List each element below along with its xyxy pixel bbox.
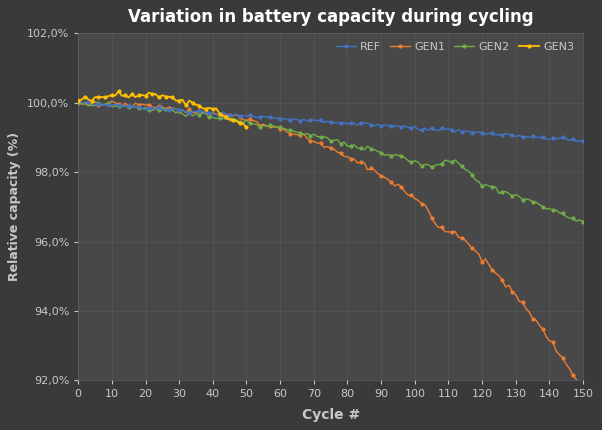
REF	[573, 139, 580, 144]
GEN3	[111, 93, 119, 98]
Y-axis label: Relative capacity (%): Relative capacity (%)	[8, 132, 21, 282]
REF	[394, 124, 402, 129]
GEN1	[394, 182, 402, 187]
X-axis label: Cycle #: Cycle #	[302, 408, 360, 422]
GEN1	[381, 175, 388, 180]
GEN3	[240, 121, 247, 126]
Line: GEN3: GEN3	[77, 90, 248, 129]
GEN1	[75, 98, 82, 103]
Line: REF: REF	[77, 100, 585, 143]
GEN2	[75, 100, 82, 105]
GEN2	[81, 100, 88, 105]
REF	[428, 125, 435, 130]
REF	[381, 122, 388, 127]
GEN3	[189, 100, 196, 105]
GEN3	[132, 95, 139, 100]
Legend: REF, GEN1, GEN2, GEN3: REF, GEN1, GEN2, GEN3	[332, 39, 577, 55]
GEN1	[569, 373, 577, 378]
GEN2	[573, 218, 580, 224]
GEN1	[580, 386, 587, 391]
GEN3	[75, 98, 82, 103]
GEN2	[384, 152, 391, 157]
REF	[320, 120, 327, 125]
GEN2	[580, 219, 587, 224]
GEN3	[243, 125, 250, 130]
Title: Variation in battery capacity during cycling: Variation in battery capacity during cyc…	[128, 8, 533, 26]
REF	[580, 138, 587, 144]
Line: GEN2: GEN2	[77, 101, 585, 223]
REF	[569, 136, 577, 141]
GEN3	[199, 106, 206, 111]
GEN2	[324, 135, 331, 140]
REF	[253, 115, 260, 120]
GEN3	[128, 92, 135, 97]
GEN3	[115, 89, 122, 94]
GEN2	[432, 163, 439, 168]
GEN1	[320, 145, 327, 150]
GEN2	[398, 153, 405, 158]
GEN2	[256, 124, 264, 129]
GEN1	[428, 215, 435, 220]
REF	[75, 99, 82, 104]
GEN1	[253, 119, 260, 124]
Line: GEN1: GEN1	[77, 99, 585, 390]
